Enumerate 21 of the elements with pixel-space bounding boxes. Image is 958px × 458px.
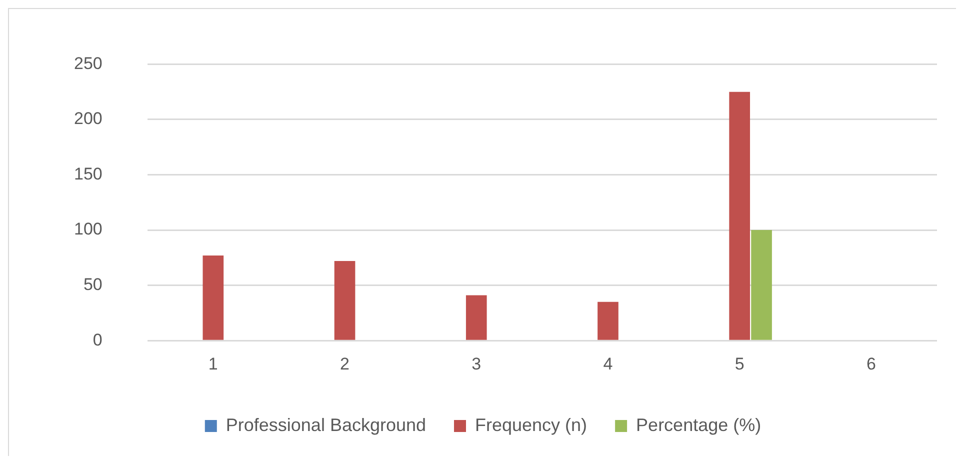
y-tick-label: 250 [74,54,102,73]
bar [334,260,356,340]
y-tick-label: 50 [83,275,102,294]
y-tick-label: 0 [92,330,102,350]
y-tick-label: 100 [74,220,102,239]
bar [466,295,487,340]
legend-label: Percentage (%) [636,414,762,435]
bar [751,230,772,340]
x-tick-label: 1 [208,354,218,374]
legend-label: Professional Background [226,414,426,435]
x-tick-label: 4 [603,354,613,374]
x-tick-label: 5 [734,354,744,374]
x-tick-label: 3 [472,354,482,374]
bar [729,92,750,340]
legend-label: Frequency (n) [475,414,588,435]
x-tick-label: 6 [866,354,876,374]
x-tick-label: 2 [340,354,350,374]
y-tick-label: 200 [74,109,102,128]
y-tick-label: 150 [74,164,102,184]
bar [598,302,618,340]
bar [202,255,224,340]
